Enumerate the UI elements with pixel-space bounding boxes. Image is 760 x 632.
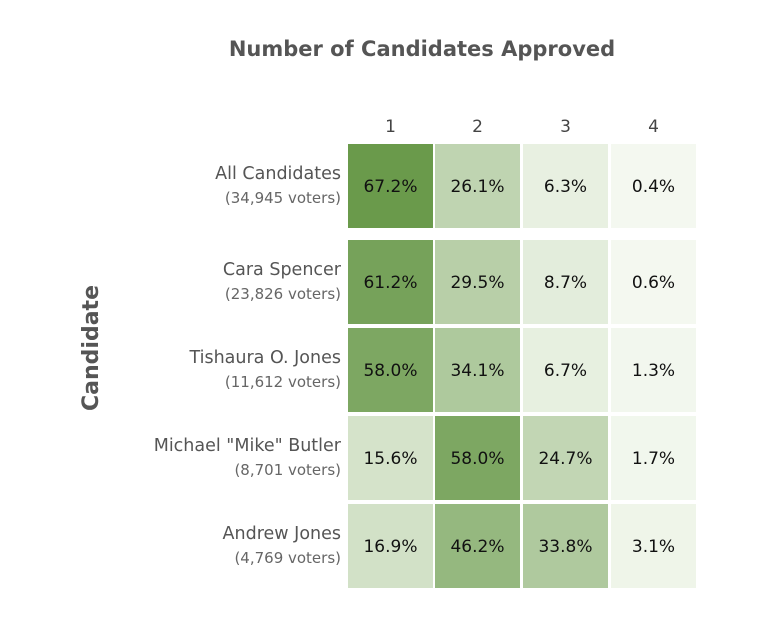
- cell-value-label: 1.7%: [632, 449, 675, 469]
- heatmap-cell: [611, 504, 696, 588]
- cell-value-label: 0.4%: [632, 177, 675, 197]
- cell-value-label: 29.5%: [450, 273, 504, 293]
- cell-value-label: 1.3%: [632, 361, 675, 381]
- column-tick-1: 1: [385, 117, 396, 137]
- cell-value-label: 24.7%: [538, 449, 592, 469]
- heatmap-cell: [523, 240, 608, 324]
- heatmap-cell: [611, 144, 696, 228]
- cell-value-label: 8.7%: [544, 273, 587, 293]
- heatmap-cell: [435, 416, 520, 500]
- cell-value-label: 0.6%: [632, 273, 675, 293]
- y-axis-label: Candidate: [79, 285, 104, 411]
- row-label: Tishaura O. Jones: [188, 348, 341, 368]
- row-label: Andrew Jones: [223, 524, 341, 544]
- row-labels: All Candidates (34,945 voters) Cara Spence…: [154, 164, 342, 567]
- cell-value-label: 46.2%: [450, 537, 504, 557]
- heatmap-cell: [435, 328, 520, 412]
- heatmap-cell: [348, 328, 433, 412]
- heatmap-cell: [611, 328, 696, 412]
- cell-value-label: 34.1%: [450, 361, 504, 381]
- chart-title: Number of Candidates Approved: [229, 37, 615, 61]
- row-voter-count: (11,612 voters): [225, 373, 341, 391]
- cell-value-label: 16.9%: [363, 537, 417, 557]
- cell-value-label: 26.1%: [450, 177, 504, 197]
- heatmap-cell: [611, 240, 696, 324]
- heatmap-cell: [348, 144, 433, 228]
- row-voter-count: (23,826 voters): [225, 285, 341, 303]
- row-label: Cara Spencer: [223, 260, 342, 280]
- heatmap-cell: [348, 416, 433, 500]
- column-tick-3: 3: [560, 117, 571, 137]
- heatmap-cell: [348, 240, 433, 324]
- row-voter-count: (34,945 voters): [225, 189, 341, 207]
- cell-value-label: 33.8%: [538, 537, 592, 557]
- cell-value-label: 58.0%: [363, 361, 417, 381]
- cell-value-label: 6.7%: [544, 361, 587, 381]
- cell-value-label: 67.2%: [363, 177, 417, 197]
- heatmap-cell: [523, 328, 608, 412]
- cell-value-label: 61.2%: [363, 273, 417, 293]
- heatmap-cell: [523, 416, 608, 500]
- column-tick-4: 4: [648, 117, 659, 137]
- column-ticks: 1 2 3 4: [385, 117, 659, 137]
- cell-value-label: 6.3%: [544, 177, 587, 197]
- row-voter-count: (8,701 voters): [234, 461, 341, 479]
- heatmap-cell: [611, 416, 696, 500]
- row-label: Michael "Mike" Butler: [154, 436, 342, 456]
- column-tick-2: 2: [472, 117, 483, 137]
- cell-value-label: 58.0%: [450, 449, 504, 469]
- row-label: All Candidates: [215, 164, 341, 184]
- cell-value-label: 3.1%: [632, 537, 675, 557]
- heatmap-cell: [435, 504, 520, 588]
- row-voter-count: (4,769 voters): [234, 549, 341, 567]
- heatmap-cell: [435, 144, 520, 228]
- heatmap-cell: [523, 144, 608, 228]
- heatmap-cell: [435, 240, 520, 324]
- heatmap-cell: [348, 504, 433, 588]
- heatmap-cell: [523, 504, 608, 588]
- heatmap-cells: 67.2% 26.1% 6.3% 0.4% 61.2% 29.5% 8.7% 0.6% 58.0…: [348, 144, 696, 588]
- cell-value-label: 15.6%: [363, 449, 417, 469]
